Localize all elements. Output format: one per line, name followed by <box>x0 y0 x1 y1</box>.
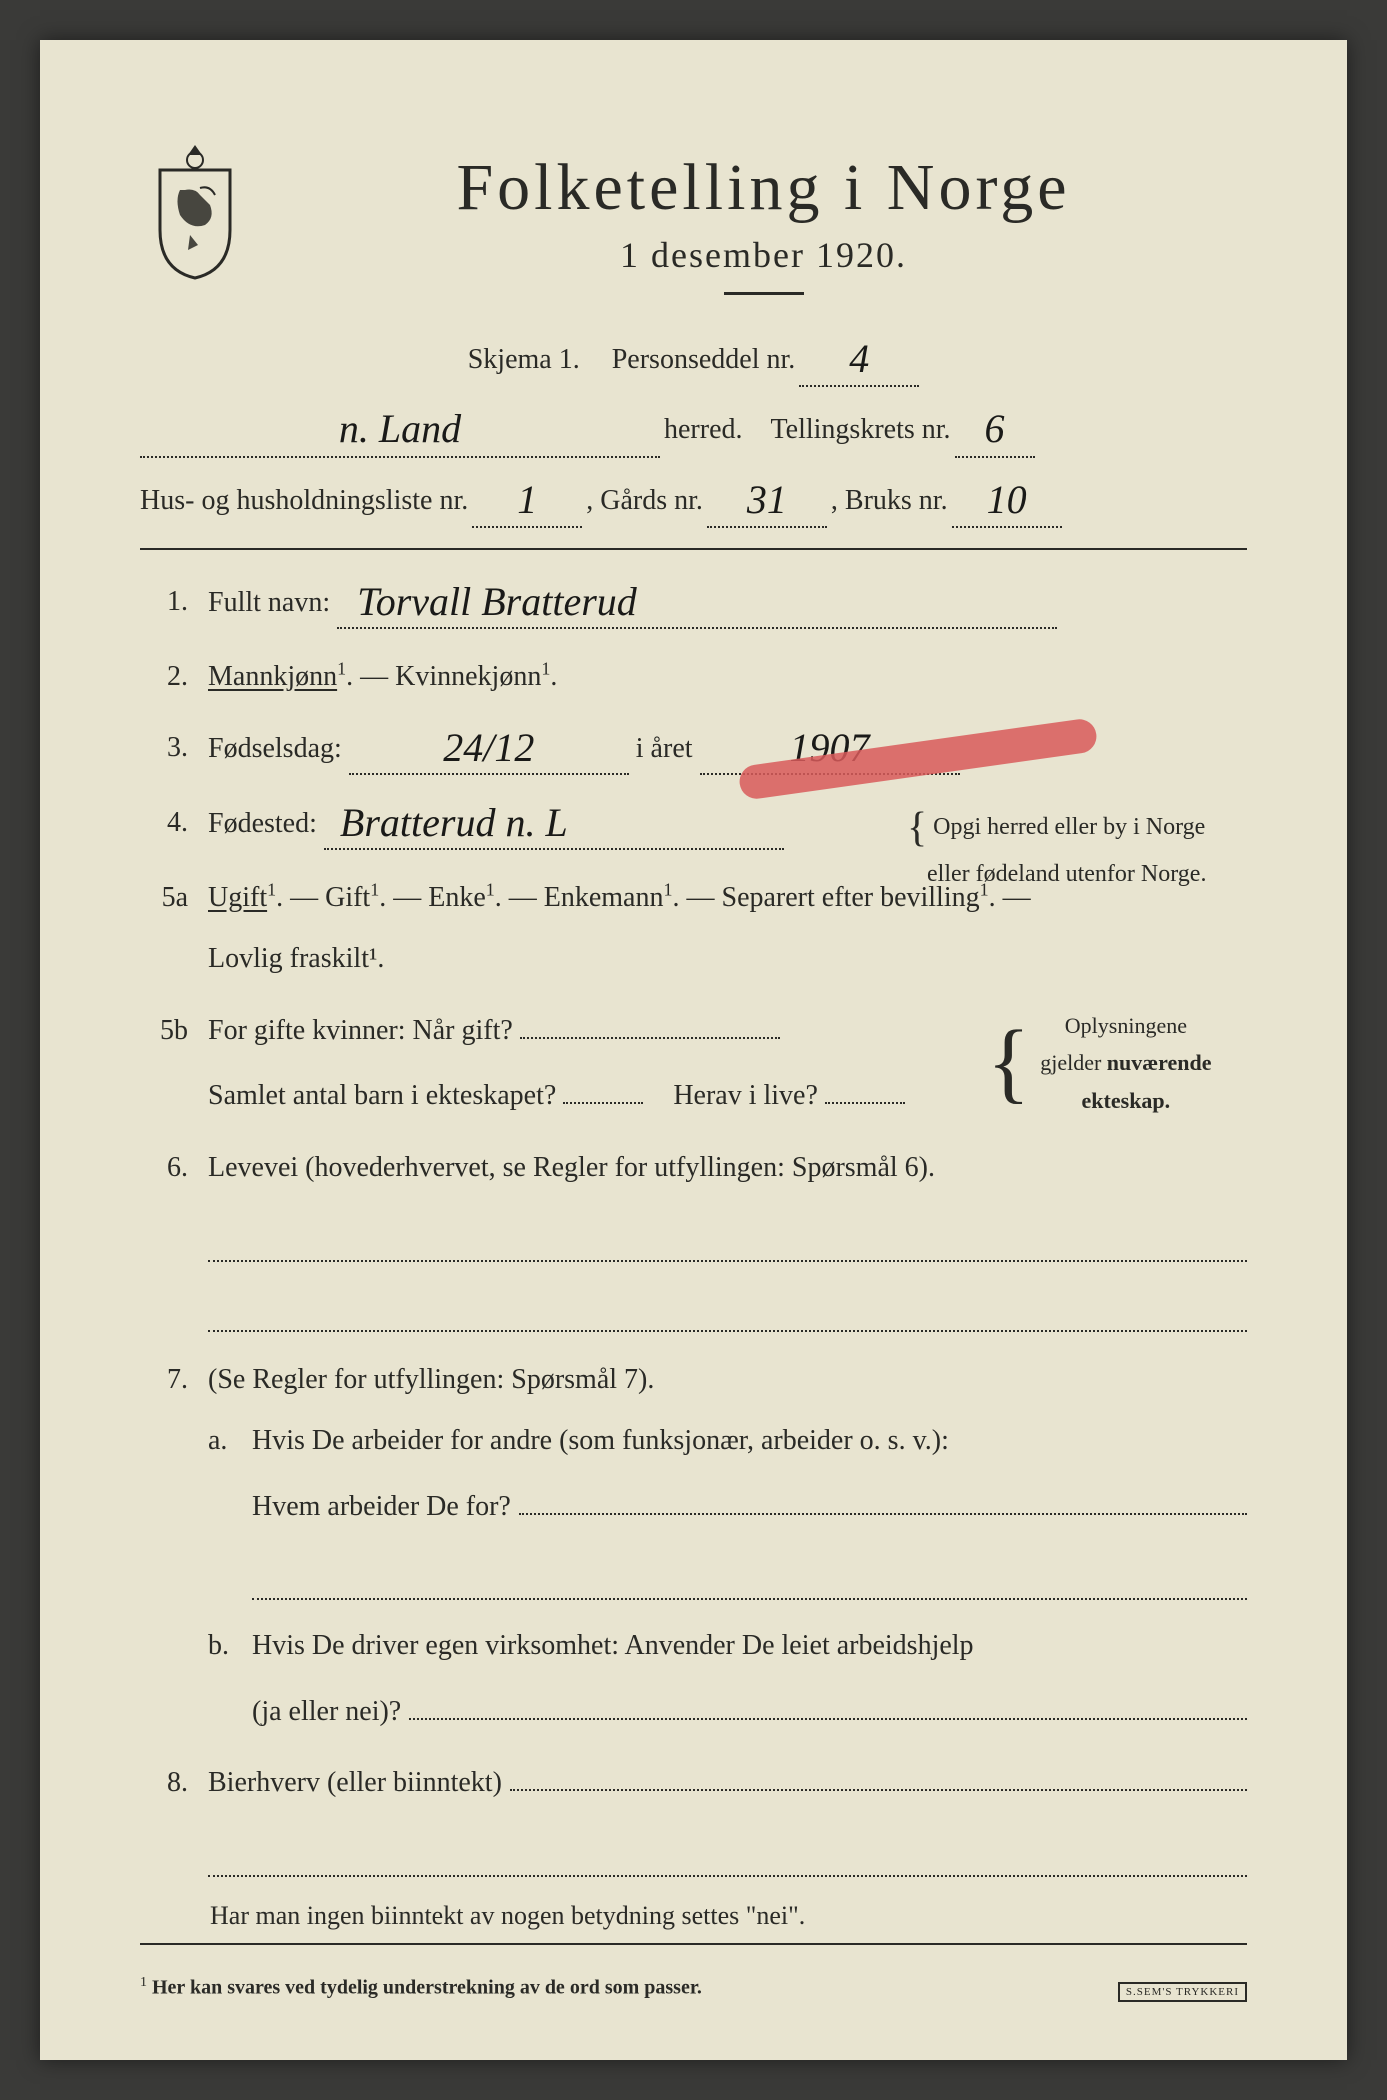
q5a-line2: Lovlig fraskilt¹. <box>208 943 384 974</box>
title-rule <box>724 292 804 295</box>
q4: 4. Fødested: Bratterud n. L { Opgi herre… <box>140 799 1247 850</box>
q5b-note-l1: Oplysningene <box>1040 1007 1211 1044</box>
q8-label: Bierhverv (eller biinntekt) <box>208 1759 502 1807</box>
title-block: Folketelling i Norge 1 desember 1920. <box>280 140 1247 295</box>
q3-year-label: i året <box>636 733 693 764</box>
q3: 3. Fødselsdag: 24/12 i året 1907 <box>140 724 1247 775</box>
q7a-l1: Hvis De arbeider for andre (som funksjon… <box>252 1417 1247 1465</box>
q3-num: 3. <box>140 724 188 775</box>
herred-name: n. Land <box>339 409 461 449</box>
husliste-label: Hus- og husholdningsliste nr. <box>140 476 468 526</box>
q5b-note-l2b: nuværende <box>1107 1050 1212 1075</box>
q2: 2. Mannkjønn1. — Kvinnekjønn1. <box>140 653 1247 701</box>
q7b-l2: (ja eller nei)? <box>252 1688 401 1736</box>
q7-num: 7. <box>140 1356 188 1736</box>
q7b-letter: b. <box>208 1622 236 1735</box>
census-form-page: Folketelling i Norge 1 desember 1920. Sk… <box>40 40 1347 2060</box>
husliste-line: Hus- og husholdningsliste nr. 1 , Gårds … <box>140 476 1247 528</box>
q5a-num: 5a <box>140 874 188 983</box>
herred-label: herred. <box>664 405 743 455</box>
q6: 6. Levevei (hovederhvervet, se Regler fo… <box>140 1144 1247 1332</box>
printer-mark: S.SEM'S TRYKKERI <box>1118 1982 1247 2002</box>
q2-num: 2. <box>140 653 188 701</box>
tellingskrets-nr: 6 <box>985 409 1005 449</box>
q8-fill <box>208 1837 1247 1877</box>
q2-mann: Mannkjønn <box>208 661 337 692</box>
q6-fill-1 <box>208 1222 1247 1262</box>
bottom-rule <box>140 1943 1247 1945</box>
personseddel-nr: 4 <box>849 339 869 379</box>
closing-note: Har man ingen biinntekt av nogen betydni… <box>210 1901 1247 1931</box>
q4-label: Fødested: <box>208 808 317 839</box>
q3-label: Fødselsdag: <box>208 733 342 764</box>
q5b: 5b For gifte kvinner: Når gift? Samlet a… <box>140 1007 1247 1120</box>
q5b-note: { Oplysningene gjelder nuværende ekteska… <box>987 1007 1247 1119</box>
q7a-l2: Hvem arbeider De for? <box>252 1483 511 1531</box>
bruks-label: , Bruks nr. <box>831 476 948 526</box>
personseddel-label: Personseddel nr. <box>612 335 796 385</box>
q4-num: 4. <box>140 799 188 850</box>
q1-num: 1. <box>140 578 188 629</box>
q1-label: Fullt navn: <box>208 587 330 618</box>
q6-fill-2 <box>208 1292 1247 1332</box>
question-list: 1. Fullt navn: Torvall Bratterud 2. Mann… <box>140 578 1247 1877</box>
q3-day: 24/12 <box>443 728 534 768</box>
skjema-line: Skjema 1. Personseddel nr. 4 <box>140 335 1247 387</box>
q5b-l2a: Samlet antal barn i ekteskapet? <box>208 1080 556 1111</box>
footnote-marker: 1 <box>140 1975 147 1990</box>
bruks-nr: 10 <box>987 480 1027 520</box>
husliste-nr: 1 <box>517 480 537 520</box>
q7a: a. Hvis De arbeider for andre (som funks… <box>208 1417 1247 1600</box>
q7-intro: (Se Regler for utfyllingen: Spørsmål 7). <box>208 1364 654 1395</box>
subtitle: 1 desember 1920. <box>280 234 1247 276</box>
main-title: Folketelling i Norge <box>280 150 1247 226</box>
q1: 1. Fullt navn: Torvall Bratterud <box>140 578 1247 629</box>
q5b-l1: For gifte kvinner: Når gift? <box>208 1015 513 1046</box>
gards-label: , Gårds nr. <box>586 476 703 526</box>
q8: 8. Bierhverv (eller biinntekt) <box>140 1759 1247 1877</box>
q4-note-l1: Opgi herred eller by i Norge <box>933 814 1205 840</box>
q7a-letter: a. <box>208 1417 236 1600</box>
form-header: Folketelling i Norge 1 desember 1920. <box>140 140 1247 295</box>
gards-nr: 31 <box>747 480 787 520</box>
q5a: 5a Ugift1. — Gift1. — Enke1. — Enkemann1… <box>140 874 1247 983</box>
q5b-num: 5b <box>140 1007 188 1120</box>
q7b: b. Hvis De driver egen virksomhet: Anven… <box>208 1622 1247 1735</box>
q7a-fill <box>252 1560 1247 1600</box>
section-rule-1 <box>140 548 1247 550</box>
herred-line: n. Land herred. Tellingskrets nr. 6 <box>140 405 1247 457</box>
q4-value: Bratterud n. L <box>340 803 568 843</box>
q8-num: 8. <box>140 1759 188 1877</box>
q2-sep: — <box>360 661 395 692</box>
tellingskrets-label: Tellingskrets nr. <box>771 405 951 455</box>
coat-of-arms-icon <box>140 140 250 280</box>
footnote: 1 Her kan svares ved tydelig understrekn… <box>140 1975 1247 2000</box>
q5b-note-l3: ekteskap. <box>1082 1088 1171 1113</box>
q6-text: Levevei (hovederhvervet, se Regler for u… <box>208 1152 935 1183</box>
footnote-text: Her kan svares ved tydelig understreknin… <box>152 1977 702 1999</box>
q7: 7. (Se Regler for utfyllingen: Spørsmål … <box>140 1356 1247 1736</box>
q5b-l2b: Herav i live? <box>673 1080 818 1111</box>
q1-value: Torvall Bratterud <box>357 582 637 622</box>
q7b-l1: Hvis De driver egen virksomhet: Anvender… <box>252 1622 1247 1670</box>
skjema-label: Skjema 1. <box>468 335 580 385</box>
q6-num: 6. <box>140 1144 188 1332</box>
q2-kvinne: Kvinnekjønn <box>395 661 541 692</box>
q3-year: 1907 <box>790 728 870 768</box>
